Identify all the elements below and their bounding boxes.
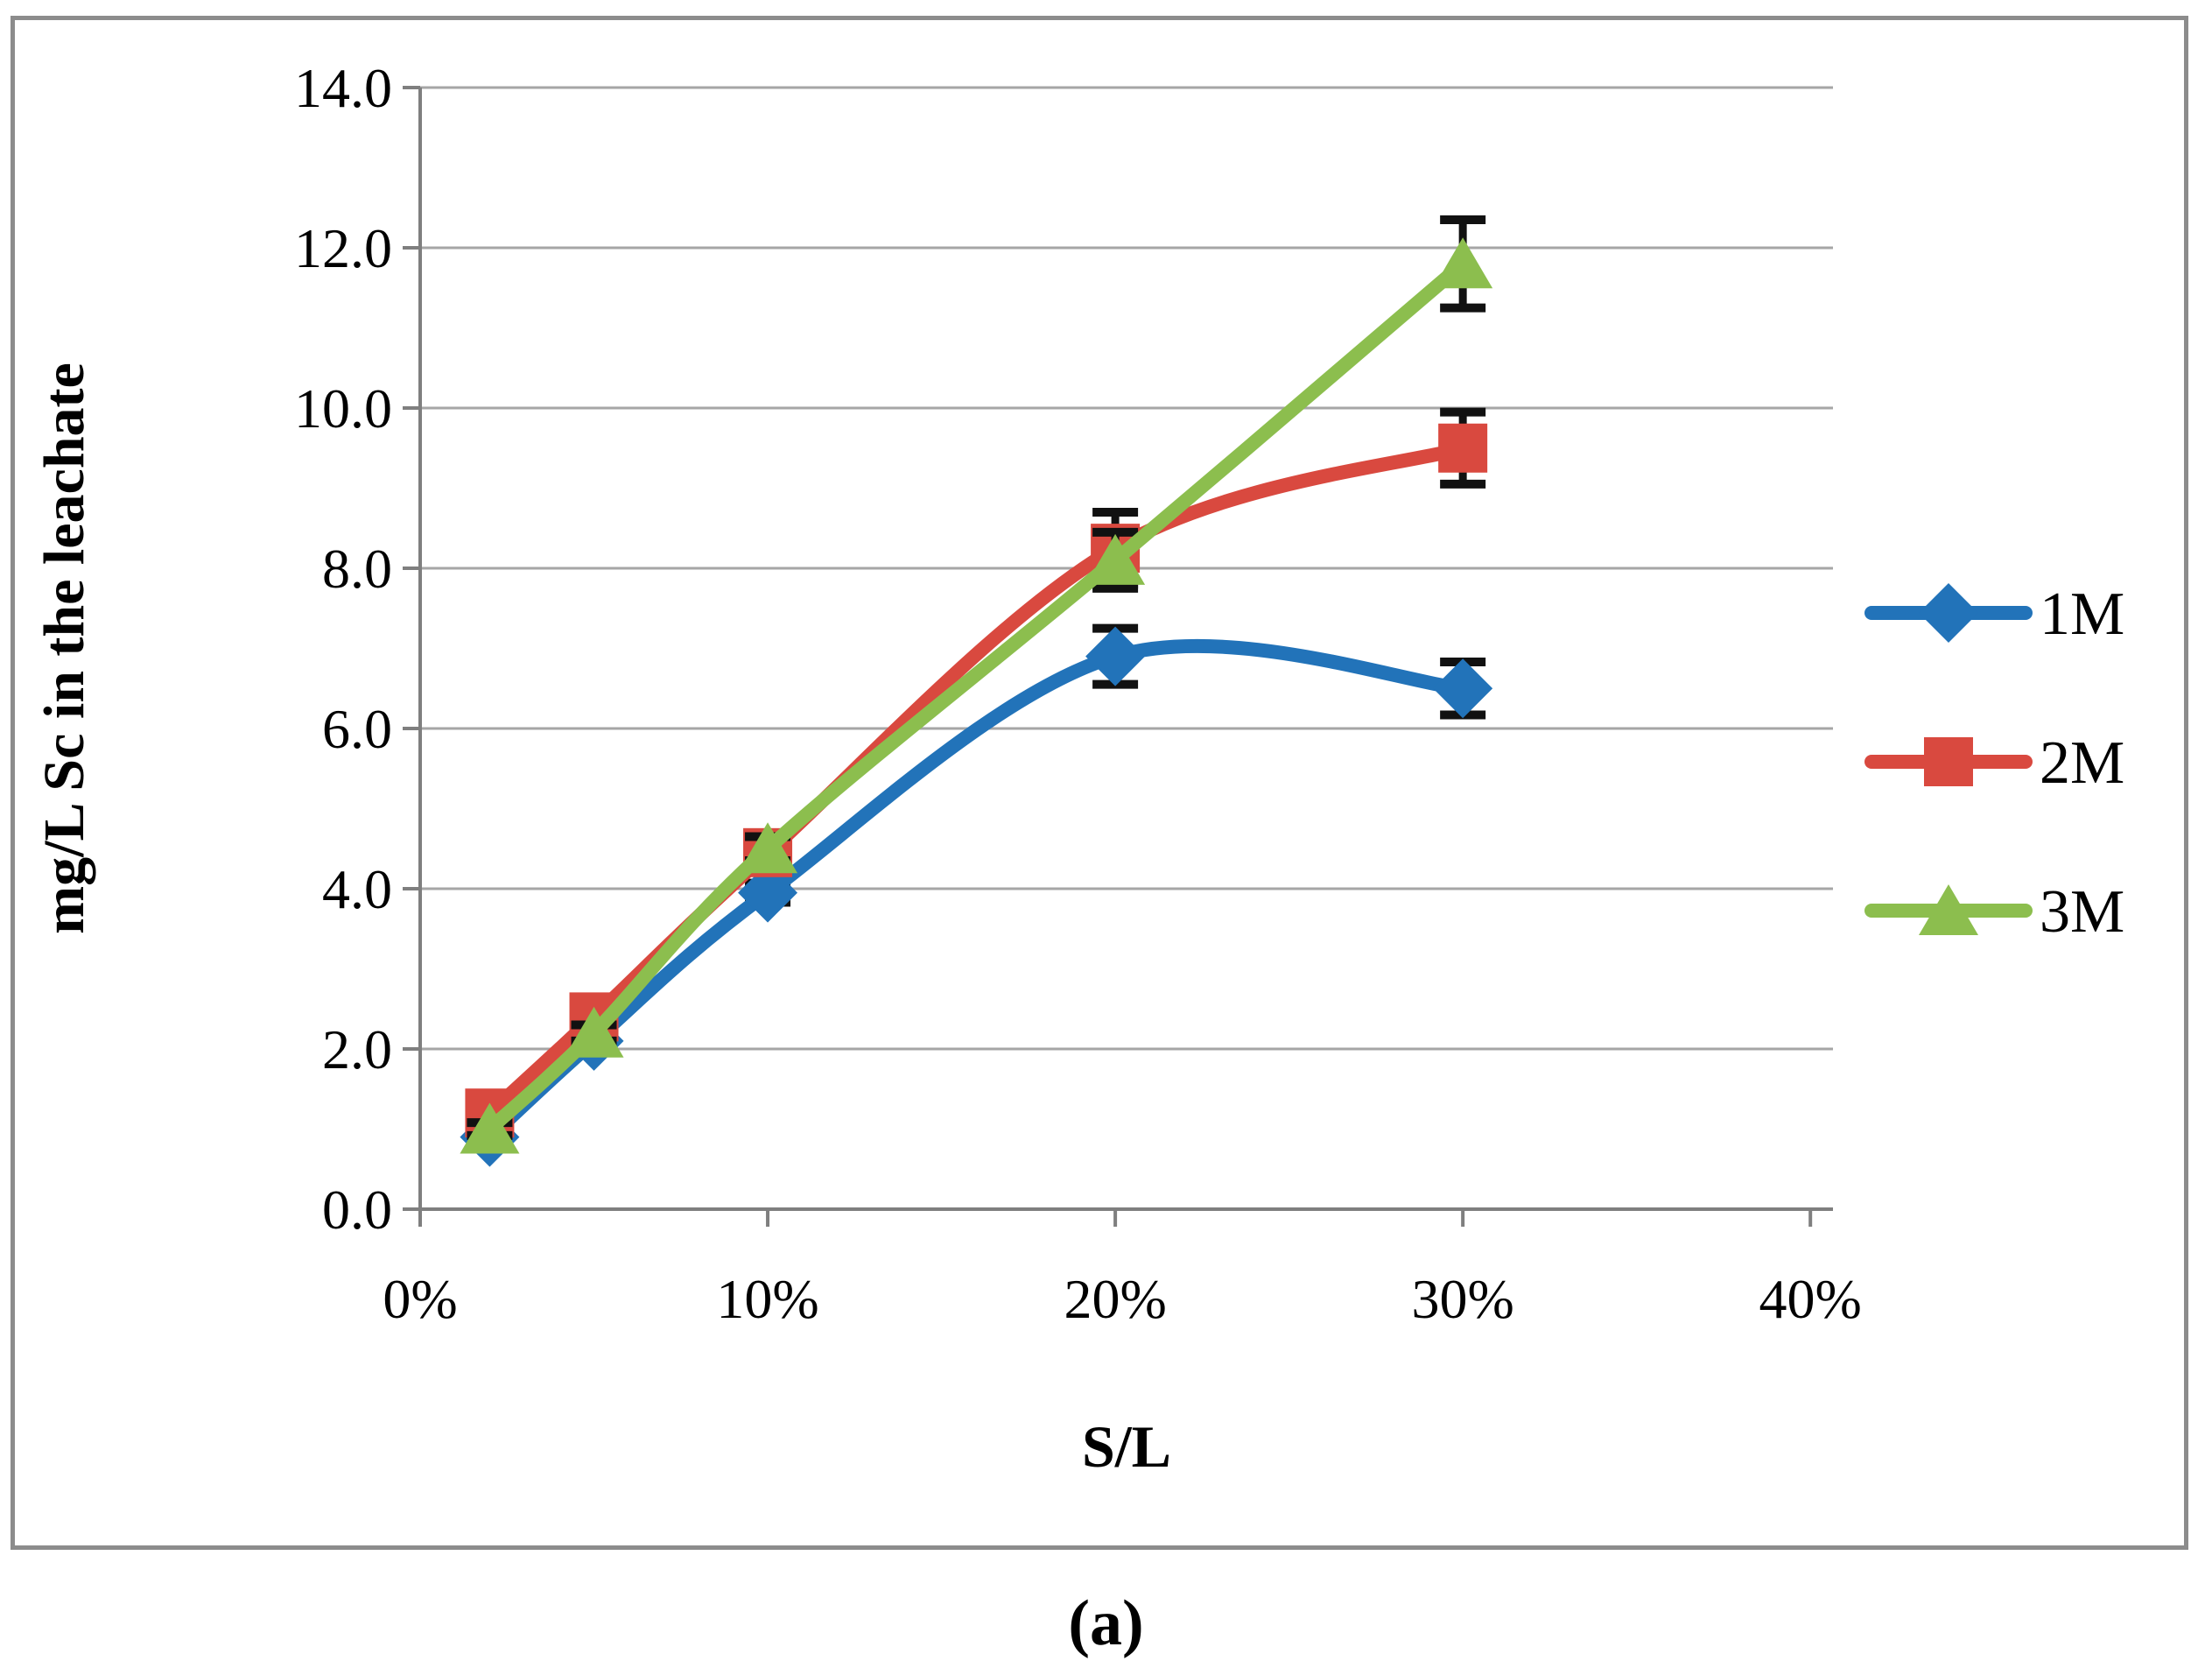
x-axis-title: S/L (1082, 1413, 1171, 1480)
x-tick-label: 10% (716, 1268, 818, 1330)
legend-label-3M: 3M (2040, 878, 2124, 946)
legend-marker-1M (1919, 583, 1978, 643)
series-line-2M (482, 440, 1471, 1121)
y-tick-label: 12.0 (294, 217, 392, 279)
x-tick-label: 30% (1411, 1268, 1513, 1330)
legend-marker-3M (1919, 884, 1978, 935)
marker-3M (1433, 237, 1493, 289)
figure-border (11, 16, 2188, 1550)
y-tick-label: 10.0 (294, 377, 392, 440)
figure-caption: (a) (1068, 1587, 1144, 1659)
y-axis-title: mg/L Sc in the leachate (32, 362, 96, 934)
marker-3M (738, 822, 798, 874)
y-tick-label: 4.0 (322, 858, 392, 920)
legend-label-1M: 1M (2040, 581, 2124, 648)
y-tick-label: 14.0 (294, 57, 392, 119)
y-tick-label: 6.0 (322, 698, 392, 760)
marker-1M (1085, 626, 1146, 686)
legend-marker-2M (1924, 737, 1973, 786)
x-tick-label: 0% (383, 1268, 457, 1330)
marker-1M (1433, 658, 1493, 719)
legend-label-2M: 2M (2040, 729, 2124, 797)
marker-1M (738, 862, 798, 923)
marker-3M (460, 1102, 520, 1154)
y-tick-label: 8.0 (322, 538, 392, 600)
x-tick-label: 40% (1759, 1268, 1862, 1330)
marker-3M (1085, 533, 1146, 585)
y-tick-label: 0.0 (322, 1179, 392, 1241)
series-line-1M (482, 638, 1471, 1144)
y-tick-label: 2.0 (322, 1018, 392, 1080)
x-tick-label: 20% (1064, 1268, 1166, 1330)
marker-2M (1438, 423, 1488, 473)
marker-3M (564, 1006, 624, 1058)
